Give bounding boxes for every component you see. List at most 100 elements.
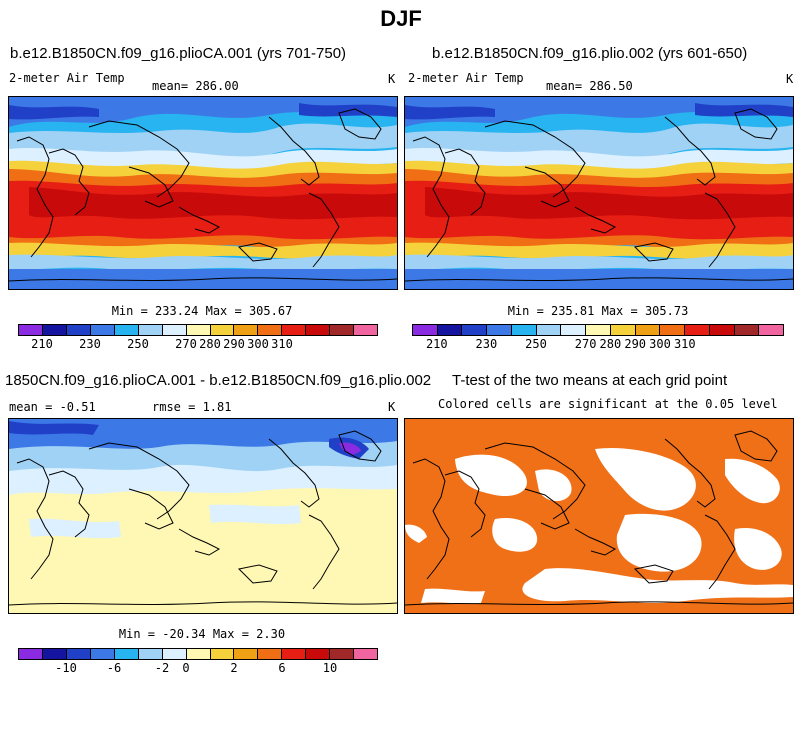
colorbar-top-left: 210 230 250 270 280 290 300 310 (18, 324, 378, 351)
colorbar-tick-label: 250 (127, 337, 149, 351)
temperature-field-top-right (405, 97, 793, 289)
colorbar-tick-label: 230 (79, 337, 101, 351)
units-label-top-right: K (786, 72, 794, 86)
colorbar-swatch (282, 649, 307, 659)
colorbar-swatch (413, 325, 438, 335)
colorbar-tick-label: 6 (278, 661, 286, 675)
map-top-left (8, 96, 398, 290)
colorbar-tick-label: 290 (223, 337, 245, 351)
colorbar-ticks: 210 230 250 270 280 290 300 310 (18, 337, 378, 353)
colorbar-swatch (437, 325, 463, 335)
colorbar-tick-label: 270 (175, 337, 197, 351)
colorbar-tick-label: 300 (247, 337, 269, 351)
colorbar-swatch (162, 649, 187, 659)
colorbar-swatch (210, 325, 235, 335)
stats-bottom-left: Min = -20.34 Max = 2.30 (118, 627, 286, 641)
colorbar-tick-label: 250 (525, 337, 547, 351)
colorbar-swatch (330, 649, 355, 659)
colorbar-swatch (487, 325, 512, 335)
colorbar-swatch (186, 649, 211, 659)
colorbar-swatch (734, 325, 760, 335)
colorbar-swatch (66, 649, 91, 659)
colorbar-swatch (586, 325, 611, 335)
colorbar-tick-label: 310 (271, 337, 293, 351)
colorbar-swatch (186, 325, 211, 335)
colorbar-swatch (561, 325, 587, 335)
map-bottom-right (404, 418, 794, 614)
colorbar-tick-label: 210 (31, 337, 53, 351)
colorbar-tick-label: 10 (322, 661, 338, 675)
difference-field (9, 419, 397, 613)
colorbar-swatch (354, 325, 378, 335)
units-label-top-left: K (388, 72, 396, 86)
units-label-bottom-left: K (388, 400, 396, 414)
colorbar-swatch (19, 649, 43, 659)
colorbar-tick-label: -10 (55, 661, 77, 675)
colorbar-swatch (114, 649, 139, 659)
colorbar-swatch (685, 325, 710, 335)
panel-title-top-right: b.e12.B1850CN.f09_g16.plio.002 (yrs 601-… (432, 45, 748, 62)
mean-label-top-left: mean= 286.00 (152, 79, 239, 93)
colorbar-swatch (462, 325, 488, 335)
colorbar-swatch (660, 325, 686, 335)
colorbar-tick-label: 280 (599, 337, 622, 351)
colorbar-swatches (412, 324, 784, 336)
colorbar-ticks: -10 -6 -2 0 2 6 10 (18, 661, 378, 677)
colorbar-swatch (511, 325, 537, 335)
figure-title: DJF (380, 6, 422, 31)
mean-label-bottom-left: mean = -0.51 (9, 400, 96, 414)
colorbar-tick-label: 290 (624, 337, 647, 351)
colorbar-bottom-left: -10 -6 -2 0 2 6 10 (18, 648, 378, 675)
colorbar-swatch (19, 325, 43, 335)
colorbar-swatch (759, 325, 784, 335)
map-bottom-left (8, 418, 398, 614)
colorbar-swatch (42, 649, 67, 659)
colorbar-swatch (258, 649, 283, 659)
subtitle-bottom-right: Colored cells are significant at the 0.0… (438, 397, 778, 411)
colorbar-tick-label: 310 (673, 337, 696, 351)
colorbar-swatch (610, 325, 636, 335)
colorbar-swatches (18, 648, 378, 660)
colorbar-tick-label: 300 (649, 337, 671, 351)
colorbar-swatch (258, 325, 283, 335)
colorbar-swatch (354, 649, 378, 659)
colorbar-swatch (162, 325, 187, 335)
colorbar-top-right: 210 230 250 270 280 290 300 310 (412, 324, 784, 351)
colorbar-tick-label: 280 (199, 337, 221, 351)
colorbar-tick-label: -2 (154, 661, 170, 675)
colorbar-tick-label: 2 (230, 661, 238, 675)
colorbar-tick-label: 230 (475, 337, 498, 351)
colorbar-swatch (90, 325, 115, 335)
panel-title-bottom-right: T-test of the two means at each grid poi… (452, 372, 728, 389)
map-top-right (404, 96, 794, 290)
stats-top-left: Min = 233.24 Max = 305.67 (111, 304, 293, 318)
colorbar-swatch (282, 325, 307, 335)
colorbar-swatch (709, 325, 735, 335)
panel-title-top-left: b.e12.B1850CN.f09_g16.plioCA.001 (yrs 70… (10, 45, 347, 62)
colorbar-swatch (306, 649, 331, 659)
colorbar-swatch (210, 649, 235, 659)
colorbar-swatch (234, 325, 259, 335)
variable-label-top-right: 2-meter Air Temp (408, 71, 524, 85)
temperature-field-top-left (9, 97, 397, 289)
colorbar-swatch (114, 325, 139, 335)
mean-label-top-right: mean= 286.50 (546, 79, 633, 93)
colorbar-tick-label: -6 (106, 661, 122, 675)
colorbar-swatch (138, 325, 163, 335)
colorbar-swatch (306, 325, 331, 335)
colorbar-swatch (635, 325, 661, 335)
colorbar-swatch (536, 325, 562, 335)
colorbar-swatch (66, 325, 91, 335)
stats-top-right: Min = 235.81 Max = 305.73 (507, 304, 689, 318)
colorbar-swatch (138, 649, 163, 659)
significance-field (405, 430, 793, 606)
rmse-label-bottom-left: rmse = 1.81 (152, 400, 232, 414)
colorbar-swatch (90, 649, 115, 659)
colorbar-swatch (330, 325, 355, 335)
colorbar-swatch (42, 325, 67, 335)
colorbar-ticks: 210 230 250 270 280 290 300 310 (412, 337, 784, 353)
colorbar-swatches (18, 324, 378, 336)
variable-label-top-left: 2-meter Air Temp (9, 71, 125, 85)
panel-title-bottom-left: 1850CN.f09_g16.plioCA.001 - b.e12.B1850C… (5, 372, 432, 389)
colorbar-tick-label: 0 (182, 661, 190, 675)
